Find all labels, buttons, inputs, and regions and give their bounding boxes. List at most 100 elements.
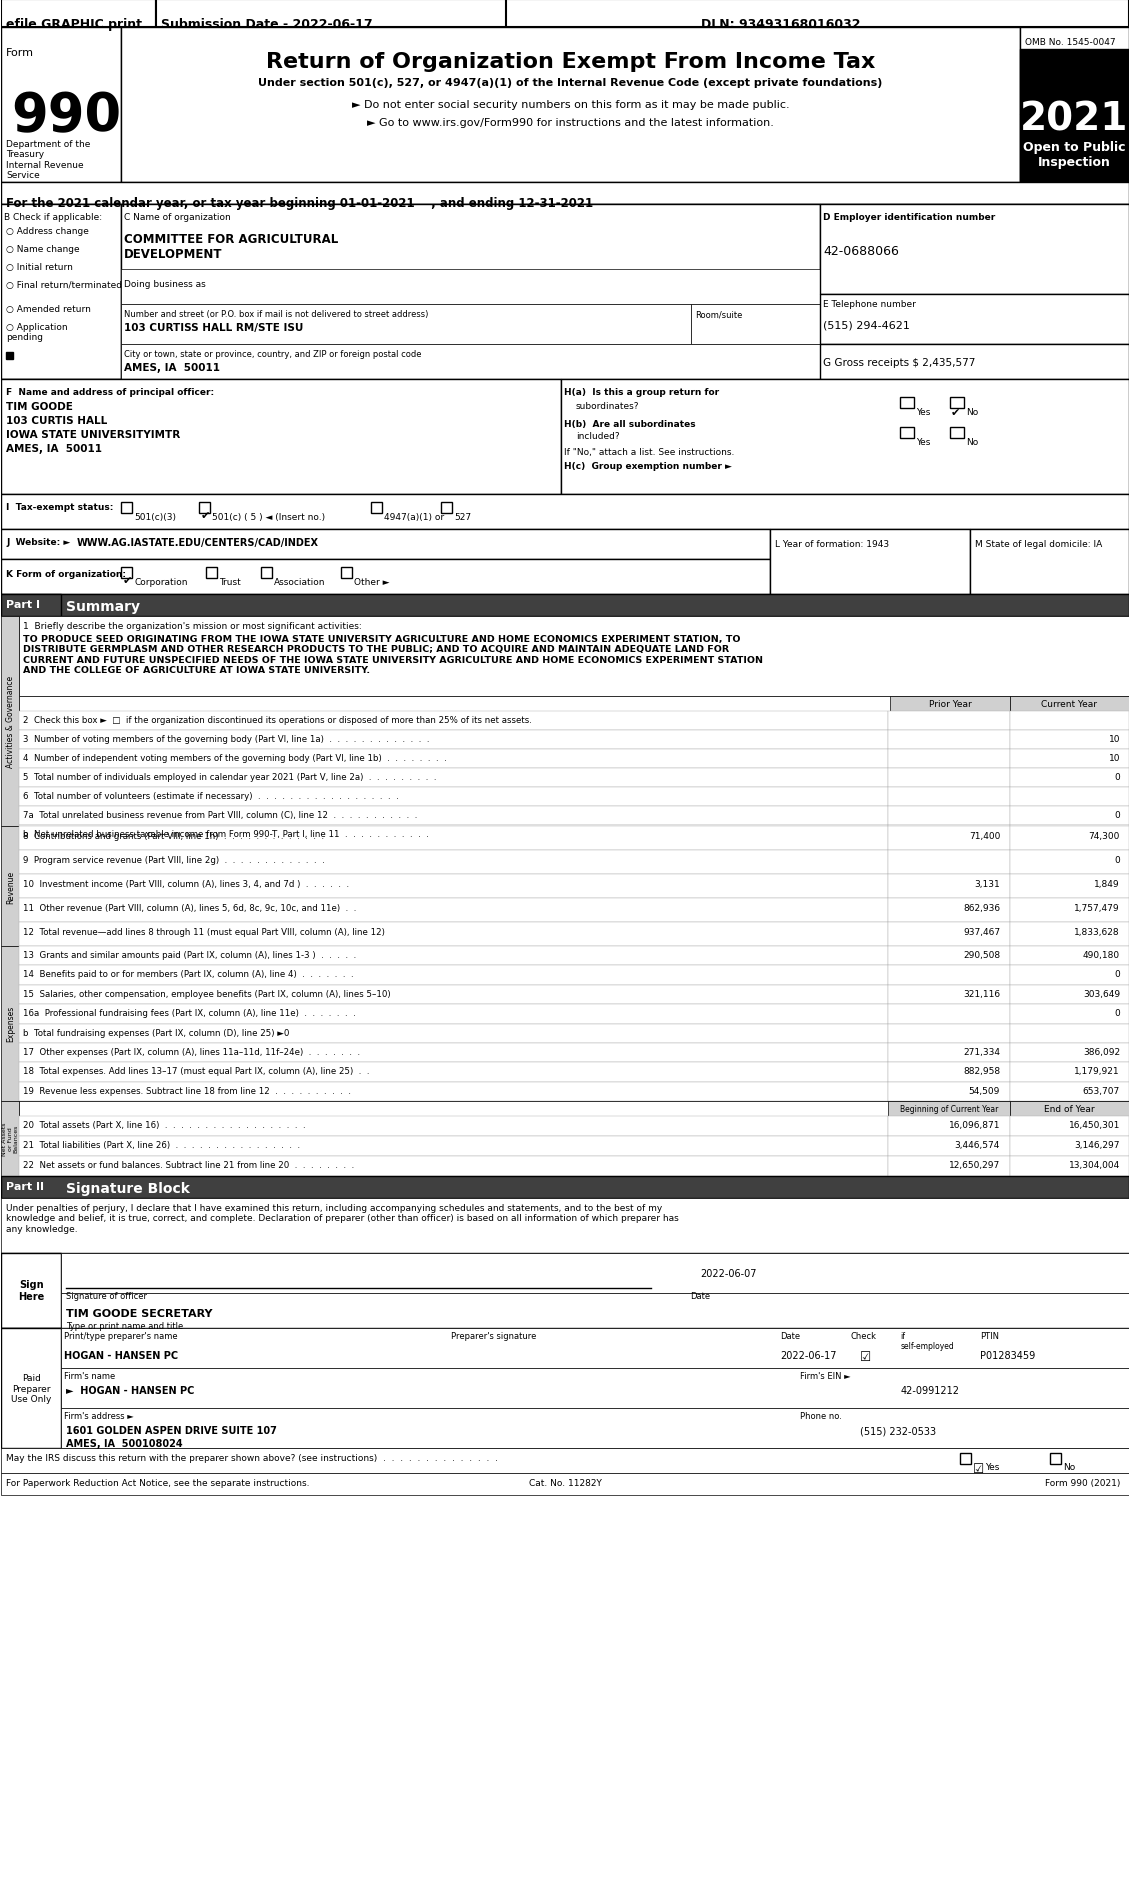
Text: No: No: [966, 408, 979, 416]
Text: Signature of officer: Signature of officer: [67, 1291, 147, 1300]
Bar: [1010, 947, 1129, 965]
Text: Beginning of Current Year: Beginning of Current Year: [900, 1105, 998, 1114]
Bar: [1010, 984, 1129, 1005]
Text: 3  Number of voting members of the governing body (Part VI, line 1a)  .  .  .  .: 3 Number of voting members of the govern…: [24, 734, 430, 743]
Text: Activities & Governance: Activities & Governance: [6, 676, 15, 768]
Text: Print/type preparer's name: Print/type preparer's name: [64, 1331, 178, 1340]
Text: B Check if applicable:: B Check if applicable:: [5, 213, 103, 222]
Text: 0: 0: [1114, 811, 1120, 819]
Bar: [1010, 730, 1129, 749]
Bar: [889, 768, 1010, 787]
Text: 321,116: 321,116: [963, 990, 1000, 997]
Text: 16,096,871: 16,096,871: [948, 1120, 1000, 1129]
Text: Room/suite: Room/suite: [695, 311, 743, 318]
Bar: [1050, 1453, 1061, 1464]
Text: J  Website: ►: J Website: ►: [7, 538, 71, 546]
Bar: [889, 1082, 1010, 1101]
Text: COMMITTEE FOR AGRICULTURAL
DEVELOPMENT: COMMITTEE FOR AGRICULTURAL DEVELOPMENT: [124, 233, 339, 262]
Bar: [1010, 1156, 1129, 1176]
Bar: [121, 205, 821, 380]
Bar: [1, 617, 19, 826]
Bar: [889, 898, 1010, 922]
Text: 21  Total liabilities (Part X, line 26)  .  .  .  .  .  .  .  .  .  .  .  .  .  : 21 Total liabilities (Part X, line 26) .…: [24, 1140, 300, 1150]
Text: Under penalties of perjury, I declare that I have examined this return, includin: Under penalties of perjury, I declare th…: [7, 1203, 679, 1233]
Bar: [440, 502, 452, 514]
Bar: [889, 1101, 1010, 1116]
Bar: [889, 1137, 1010, 1156]
Bar: [1010, 1043, 1129, 1063]
Text: 103 CURTIS HALL: 103 CURTIS HALL: [7, 416, 107, 425]
Bar: [1010, 826, 1129, 851]
Bar: [1010, 922, 1129, 947]
Text: AMES, IA  500108024: AMES, IA 500108024: [67, 1438, 183, 1449]
Bar: [1021, 28, 1129, 183]
Text: C Name of organization: C Name of organization: [124, 213, 231, 222]
Text: Check: Check: [850, 1331, 876, 1340]
Text: 15  Salaries, other compensation, employee benefits (Part IX, column (A), lines : 15 Salaries, other compensation, employe…: [24, 990, 391, 997]
Bar: [1010, 1063, 1129, 1082]
Text: 1  Briefly describe the organization's mission or most significant activities:: 1 Briefly describe the organization's mi…: [24, 621, 362, 630]
Text: ○ Amended return: ○ Amended return: [7, 305, 91, 314]
Bar: [19, 768, 889, 787]
Text: 11  Other revenue (Part VIII, column (A), lines 5, 6d, 8c, 9c, 10c, and 11e)  . : 11 Other revenue (Part VIII, column (A),…: [24, 903, 357, 913]
Bar: [199, 502, 210, 514]
Bar: [1, 1449, 1129, 1474]
Bar: [889, 730, 1010, 749]
Bar: [1, 1101, 19, 1176]
Bar: [889, 749, 1010, 768]
Text: 17  Other expenses (Part IX, column (A), lines 11a–11d, 11f–24e)  .  .  .  .  . : 17 Other expenses (Part IX, column (A), …: [24, 1046, 360, 1056]
Text: D Employer identification number: D Employer identification number: [823, 213, 996, 222]
Text: 937,467: 937,467: [963, 928, 1000, 937]
Text: ✔: ✔: [123, 576, 132, 585]
Text: 12,650,297: 12,650,297: [948, 1161, 1000, 1169]
Bar: [1, 1253, 1129, 1329]
Text: Sign
Here: Sign Here: [18, 1280, 44, 1300]
Text: Trust: Trust: [219, 578, 240, 587]
Bar: [19, 696, 1129, 826]
Bar: [19, 898, 889, 922]
Bar: [19, 1063, 889, 1082]
Bar: [1, 183, 1129, 205]
Bar: [1010, 1024, 1129, 1043]
Text: Type or print name and title: Type or print name and title: [67, 1321, 184, 1331]
Text: For Paperwork Reduction Act Notice, see the separate instructions.: For Paperwork Reduction Act Notice, see …: [7, 1477, 309, 1487]
Text: Net Assets
or Fund
Balances: Net Assets or Fund Balances: [2, 1122, 18, 1156]
Text: 10: 10: [1109, 734, 1120, 743]
Text: H(c)  Group exemption number ►: H(c) Group exemption number ►: [563, 461, 732, 470]
Bar: [121, 28, 1021, 183]
Bar: [770, 529, 970, 595]
Text: Date: Date: [691, 1291, 710, 1300]
Bar: [7, 352, 14, 359]
Text: Other ►: Other ►: [353, 578, 390, 587]
Bar: [1010, 1137, 1129, 1156]
Bar: [19, 1101, 1129, 1176]
Bar: [900, 427, 914, 439]
Text: G Gross receipts $ 2,435,577: G Gross receipts $ 2,435,577: [823, 358, 975, 367]
Bar: [1010, 768, 1129, 787]
Bar: [19, 826, 889, 851]
Bar: [19, 851, 889, 875]
Bar: [889, 787, 1010, 807]
Bar: [1, 1474, 1129, 1494]
Bar: [1, 1176, 1129, 1199]
Bar: [19, 947, 1129, 1101]
Text: May the IRS discuss this return with the preparer shown above? (see instructions: May the IRS discuss this return with the…: [7, 1453, 498, 1462]
Text: AMES, IA  50011: AMES, IA 50011: [7, 444, 103, 454]
Text: Association: Association: [274, 578, 325, 587]
Bar: [19, 826, 1129, 947]
Bar: [1, 380, 1129, 495]
Bar: [1010, 898, 1129, 922]
Text: 14  Benefits paid to or for members (Part IX, column (A), line 4)  .  .  .  .  .: 14 Benefits paid to or for members (Part…: [24, 969, 353, 979]
Bar: [1010, 1101, 1129, 1116]
Bar: [1, 205, 1129, 380]
Text: HOGAN - HANSEN PC: HOGAN - HANSEN PC: [64, 1349, 178, 1361]
Bar: [1010, 787, 1129, 807]
Bar: [821, 205, 1129, 295]
Text: 10  Investment income (Part VIII, column (A), lines 3, 4, and 7d )  .  .  .  .  : 10 Investment income (Part VIII, column …: [24, 879, 349, 888]
Text: b  Net unrelated business taxable income from Form 990-T, Part I, line 11  .  . : b Net unrelated business taxable income …: [24, 830, 429, 839]
Bar: [1010, 1116, 1129, 1137]
Text: TIM GOODE: TIM GOODE: [7, 401, 73, 412]
Text: Paid
Preparer
Use Only: Paid Preparer Use Only: [11, 1374, 52, 1404]
Bar: [889, 807, 1010, 826]
Bar: [19, 947, 889, 965]
